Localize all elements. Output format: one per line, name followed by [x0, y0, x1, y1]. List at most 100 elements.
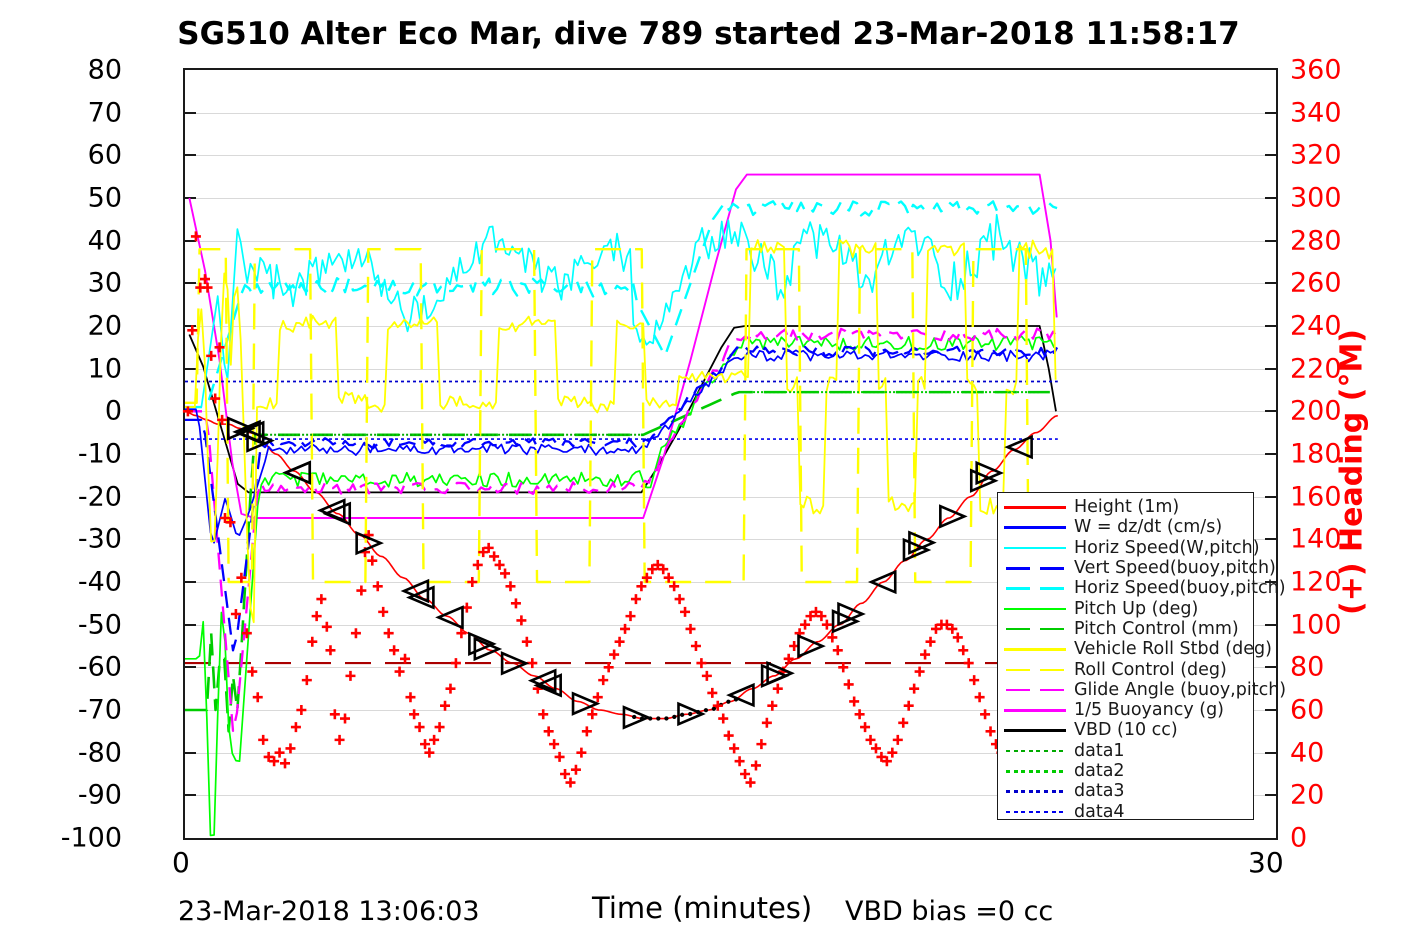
pitch-up-line — [185, 335, 1055, 837]
legend-label: data4 — [1074, 801, 1125, 822]
y-tick-label-left: 0 — [104, 395, 122, 427]
turn-marker — [571, 691, 601, 716]
heading-point — [740, 769, 751, 779]
heading-point — [510, 598, 521, 609]
legend-item[interactable]: Vehicle Roll Stbd (deg) — [998, 639, 1272, 659]
legend-item[interactable]: 1/5 Buoyancy (g) — [998, 700, 1253, 720]
heading-point — [843, 679, 854, 690]
y-tick-label-right: 40 — [1290, 737, 1325, 769]
heading-point — [206, 350, 217, 361]
y-tick-mark-left — [185, 581, 196, 583]
legend-swatch-dashed — [1004, 619, 1068, 639]
legend-item[interactable]: VBD (10 cc) — [998, 720, 1253, 740]
legend-label: Horiz Speed(buoy,pitch) — [1074, 578, 1286, 599]
y-tick-mark-right — [1265, 453, 1276, 455]
heading-point — [707, 687, 718, 698]
legend-label: Pitch Up (deg) — [1074, 598, 1199, 619]
y-tick-label-left: 40 — [87, 225, 122, 257]
turn-marker — [969, 468, 999, 493]
heading-point — [647, 564, 658, 575]
horiz-speed-w-line — [185, 213, 1057, 408]
heading-point — [958, 645, 969, 656]
heading-point — [756, 739, 767, 750]
grid-line — [185, 539, 1276, 541]
legend-item[interactable]: Glide Angle (buoy,pitch) — [998, 680, 1286, 700]
y-tick-mark-right — [1265, 538, 1276, 541]
heading-point — [985, 726, 996, 737]
heading-point — [870, 743, 881, 754]
y-tick-label-right: 100 — [1290, 609, 1342, 641]
turn-marker — [797, 633, 826, 659]
pitch-control-line — [185, 390, 1054, 733]
legend-item[interactable]: Pitch Control (mm) — [998, 619, 1253, 639]
heading-point — [865, 734, 876, 745]
legend-swatch-solid — [1004, 720, 1068, 740]
heading-point — [554, 751, 565, 762]
y-tick-label-right: 0 — [1290, 822, 1308, 854]
legend-label: 1/5 Buoyancy (g) — [1074, 700, 1225, 721]
legend-item[interactable]: Horiz Speed(buoy,pitch) — [998, 578, 1286, 598]
heading-point — [367, 555, 378, 566]
legend-item[interactable]: data4 — [998, 801, 1253, 822]
y-tick-mark-left — [185, 282, 196, 285]
heading-point — [903, 700, 914, 711]
heading-point — [217, 414, 228, 425]
legend-item[interactable]: Vert Speed(buoy,pitch) — [998, 558, 1276, 578]
y-tick-label-left: 10 — [87, 353, 122, 385]
legend-item[interactable]: Roll Control (deg) — [998, 659, 1253, 680]
turn-marker — [435, 605, 464, 630]
heading-point — [225, 517, 236, 528]
legend-item[interactable]: data3 — [998, 781, 1253, 801]
y-tick-mark-left — [185, 751, 196, 754]
legend-item[interactable]: data2 — [998, 761, 1253, 781]
heading-point — [745, 777, 756, 788]
heading-point — [969, 675, 980, 686]
legend-item[interactable]: data1 — [998, 741, 1253, 761]
heading-point — [930, 623, 941, 634]
heading-point — [827, 632, 838, 643]
y-tick-mark-left — [185, 794, 196, 797]
y-tick-label-right: 80 — [1290, 651, 1325, 683]
legend[interactable]: Height (1m) W = dz/dt (cm/s) Horiz Speed(W… — [997, 492, 1286, 822]
heading-point — [311, 611, 322, 622]
heading-point — [405, 692, 416, 703]
heading-point — [340, 713, 351, 724]
legend-item[interactable]: W = dz/dt (cm/s) — [998, 517, 1253, 537]
legend-swatch-dotted — [1004, 741, 1068, 761]
heading-point — [576, 747, 587, 758]
page-title: SG510 Alter Eco Mar, dive 789 started 23… — [177, 16, 1240, 52]
heading-point — [909, 683, 920, 694]
heading-point — [316, 594, 327, 605]
y-tick-mark-right — [1265, 282, 1276, 285]
legend-item[interactable]: Pitch Up (deg) — [998, 598, 1253, 619]
y-tick-label-right: 180 — [1290, 438, 1342, 470]
y-tick-label-right: 200 — [1290, 395, 1342, 427]
legend-label: Height (1m) — [1074, 497, 1180, 518]
heading-point — [734, 756, 745, 767]
y-tick-mark-right — [1265, 794, 1276, 797]
turn-marker — [975, 460, 1005, 486]
grid-line — [185, 198, 1276, 199]
grid-line — [185, 710, 1276, 711]
turn-marker — [1004, 434, 1033, 460]
legend-label: VBD (10 cc) — [1074, 720, 1178, 741]
heading-point — [372, 581, 383, 592]
turn-marker — [406, 585, 435, 610]
y-tick-label-right: 20 — [1290, 779, 1325, 811]
legend-swatch-dotted — [1004, 781, 1068, 801]
heading-point — [516, 615, 527, 626]
y-tick-label-left: 80 — [87, 54, 122, 86]
y-tick-mark-left — [185, 197, 196, 199]
y-tick-mark-right — [1265, 325, 1276, 327]
turn-marker — [282, 460, 312, 485]
legend-item[interactable]: Horiz Speed(W,pitch) — [998, 538, 1260, 558]
legend-item[interactable]: Height (1m) — [998, 497, 1253, 517]
y-tick-mark-left — [185, 453, 196, 455]
turn-marker — [867, 569, 897, 595]
y-tick-mark-left — [185, 495, 196, 498]
heading-point — [296, 705, 307, 715]
heading-point — [947, 623, 958, 634]
grid-line — [185, 795, 1276, 797]
heading-point — [892, 734, 903, 745]
y-tick-mark-left — [185, 239, 196, 242]
